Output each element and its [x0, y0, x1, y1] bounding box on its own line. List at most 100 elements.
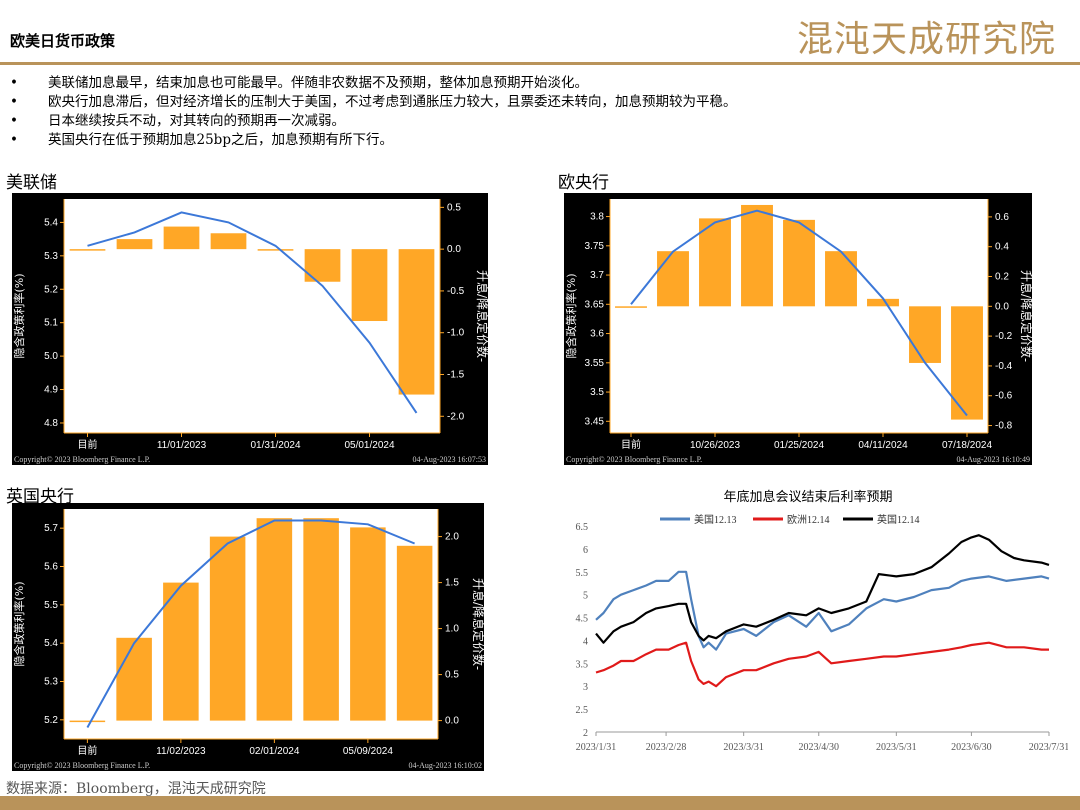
y-tick-label: 3.5 [576, 659, 589, 670]
bar-6 [350, 527, 386, 721]
x-tick-label: 05/01/2024 [344, 440, 394, 451]
bullet-item: 欧央行加息滞后，但对经济增长的压制大于美国，不过考虑到通胀压力较大，且票委还未转… [10, 93, 737, 112]
company-logo: 混沌天成研究院 [797, 10, 1056, 62]
bullet-item: 美联储加息最早，结束加息也可能最早。伴随非农数据不及预期，整体加息预期开始淡化。 [10, 74, 737, 93]
y-tick-label: 4.5 [576, 614, 589, 625]
right-tick-label: 0.0 [447, 244, 461, 255]
right-tick-label: -0.2 [995, 331, 1013, 342]
x-tick-label: 目前 [621, 438, 641, 451]
right-tick-label: 1.5 [445, 578, 459, 589]
series-line [595, 570, 1050, 651]
x-tick-label: 2023/7/31 [1029, 742, 1068, 753]
legend-label: 美国12.13 [694, 513, 737, 526]
left-tick-label: 5.7 [44, 523, 58, 534]
left-tick-label: 3.65 [585, 299, 605, 310]
right-tick-label: -0.8 [995, 421, 1013, 432]
bar-3 [741, 204, 773, 307]
bar-1 [116, 239, 153, 250]
left-tick-label: 3.5 [590, 387, 604, 398]
x-tick-label: 目前 [78, 438, 98, 451]
right-tick-label: 0.5 [445, 670, 459, 681]
x-tick-label: 05/09/2024 [343, 746, 393, 757]
bar-1 [657, 251, 689, 307]
left-tick-label: 5.6 [44, 562, 58, 573]
bar-6 [867, 298, 899, 307]
right-tick-label: 1.0 [445, 624, 459, 635]
left-tick-label: 5.2 [44, 715, 58, 726]
y-tick-label: 6 [583, 545, 588, 556]
x-tick-label: 10/26/2023 [690, 440, 740, 451]
bullet-item: 英国央行在低于预期加息25bp之后，加息预期有所下行。 [10, 131, 737, 150]
right-tick-label: 2.0 [445, 532, 459, 543]
y-tick-label: 5 [583, 591, 588, 602]
left-tick-label: 3.75 [585, 241, 605, 252]
x-tick-label: 11/02/2023 [156, 746, 206, 757]
footer-bar [0, 796, 1080, 810]
fed-chart: 4.8 4.9 5.0 5.1 5.2 5.3 5.4 -2.0 -1.5 -1.0 -0.5 0.0… [12, 199, 488, 464]
copyright-note: Copyright© 2023 Bloomberg Finance L.P. [566, 455, 702, 464]
copyright-note: Copyright© 2023 Bloomberg Finance L.P. [14, 455, 150, 464]
x-tick-label: 2023/3/31 [723, 742, 764, 753]
right-tick-label: -2.0 [447, 411, 465, 422]
x-tick-label: 11/01/2023 [157, 440, 207, 451]
x-tick-label: 01/25/2024 [774, 440, 824, 451]
section-label-fed: 美联储 [6, 173, 57, 193]
y-tick-label: 2.5 [576, 705, 589, 716]
right-tick-label: 0.6 [995, 212, 1009, 223]
bar-1 [116, 637, 152, 721]
left-tick-label: 5.4 [44, 638, 58, 649]
legend-label: 欧洲12.14 [787, 514, 830, 526]
x-tick-label: 目前 [77, 744, 97, 757]
bullet-item: 日本继续按兵不动，对其转向的预期再一次减弱。 [10, 112, 737, 131]
legend-label: 英国12.14 [877, 513, 920, 526]
right-tick-label: -0.5 [447, 286, 465, 297]
bar-2 [163, 226, 200, 250]
page-title: 欧美日货币政策 [10, 32, 116, 50]
boe-chart-panel: 5.2 5.3 5.4 5.5 5.6 5.7 0.0 0.5 1.0 1.5 2.0 目前 11/02… [12, 503, 484, 771]
left-axis-title: 隐含政策利率(%) [12, 273, 26, 358]
line-chart-title: 年底加息会议结束后利率预期 [723, 490, 893, 505]
x-tick-label: 02/01/2024 [249, 746, 299, 757]
right-tick-label: 0.5 [447, 202, 461, 213]
left-tick-label: 5.2 [44, 284, 58, 295]
y-tick-label: 4 [583, 636, 588, 647]
right-tick-label: -1.0 [447, 328, 465, 339]
header-divider [0, 62, 1080, 65]
section-label-ecb: 欧央行 [558, 173, 609, 193]
right-axis-title: 升息/降息定价数- [1019, 270, 1032, 362]
bar-2 [163, 582, 199, 721]
right-tick-label: 0.0 [995, 301, 1009, 312]
left-tick-label: 5.3 [44, 251, 58, 262]
x-tick-label: 01/31/2024 [250, 440, 300, 451]
left-tick-label: 3.6 [590, 329, 604, 340]
y-tick-label: 6.5 [576, 522, 589, 533]
right-tick-label: 0.2 [995, 272, 1009, 283]
x-tick-label: 2023/4/30 [798, 742, 839, 753]
left-tick-label: 5.4 [44, 217, 58, 228]
left-tick-label: 3.7 [590, 270, 604, 281]
x-tick-label: 2023/2/28 [646, 742, 687, 753]
bar-4 [257, 249, 294, 251]
bar-6 [351, 249, 388, 322]
implied-rate-curve [87, 211, 418, 414]
logo-text: 混沌天成研究院 [796, 19, 1056, 60]
left-axis-title: 隐含政策利率(%) [564, 273, 578, 358]
left-tick-label: 3.45 [585, 416, 605, 427]
bar-5 [825, 251, 857, 307]
bar-0 [615, 306, 647, 308]
right-tick-label: 0.4 [995, 242, 1009, 253]
x-tick-label: 04/11/2024 [858, 440, 908, 451]
bar-2 [699, 218, 731, 307]
x-tick-label: 2023/6/30 [951, 742, 992, 753]
timestamp-note: 04-Aug-2023 16:10:49 [956, 455, 1030, 464]
left-tick-label: 3.8 [590, 212, 604, 223]
left-tick-label: 4.9 [44, 385, 58, 396]
left-tick-label: 5.5 [44, 600, 58, 611]
x-tick-label: 2023/5/31 [876, 742, 917, 753]
implied-rate-curve [630, 209, 968, 417]
timestamp-note: 04-Aug-2023 16:10:02 [408, 761, 482, 770]
bar-3 [209, 536, 246, 721]
header-bar: 欧美日货币政策 混沌天成研究院 [0, 0, 1080, 62]
right-tick-label: -1.5 [447, 370, 465, 381]
y-tick-label: 3 [583, 682, 588, 693]
